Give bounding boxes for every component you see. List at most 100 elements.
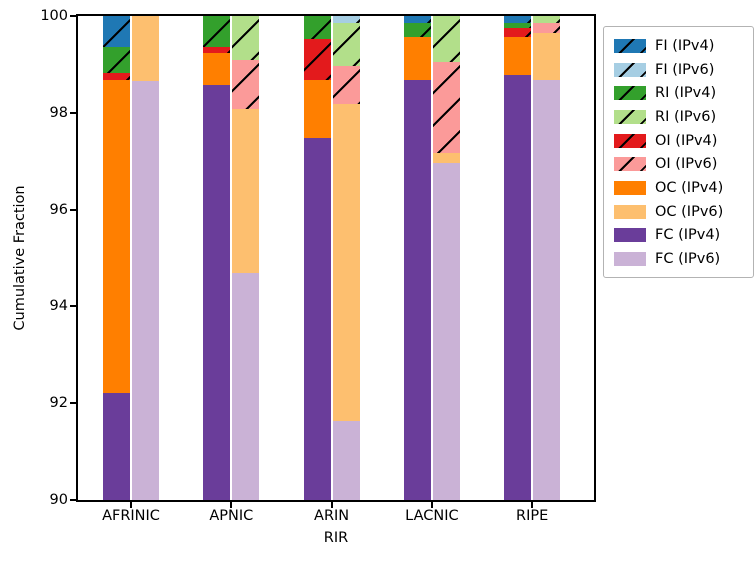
legend-row-fc-ipv4-: FC (IPv4) <box>614 224 749 248</box>
legend-swatch-fc-ipv6- <box>614 252 646 267</box>
segment-lacnic-ipv6-fc <box>432 162 460 500</box>
bar-arin-ipv6 <box>332 16 360 500</box>
segment-ripe-ipv4-fc <box>504 74 532 500</box>
legend-swatch-fi-ipv4- <box>614 38 646 53</box>
legend-swatch-oc-ipv6- <box>614 204 646 219</box>
segment-apnic-ipv6-oi <box>232 60 260 109</box>
segment-arin-ipv4-fc <box>303 138 331 500</box>
legend-swatch-fc-ipv4- <box>614 228 646 243</box>
segment-arin-ipv4-ri <box>303 16 331 39</box>
segment-apnic-ipv6-fc <box>232 273 260 500</box>
segment-apnic-ipv4-fc <box>203 84 231 500</box>
legend-swatch-oi-ipv6- <box>614 157 646 172</box>
xtick-label-lacnic: LACNIC <box>405 508 459 524</box>
ytick-mark-98 <box>70 111 76 114</box>
bar-apnic-ipv6 <box>232 16 260 500</box>
xtick-label-ripe: RIPE <box>516 508 549 524</box>
segment-ripe-ipv6-fc <box>533 79 561 500</box>
ytick-label-96: 96 <box>49 201 68 218</box>
xtick-label-afrinic: AFRINIC <box>102 508 160 524</box>
ytick-label-94: 94 <box>49 298 68 315</box>
segment-lacnic-ipv6-oc <box>432 153 460 163</box>
ytick-label-90: 90 <box>49 492 68 508</box>
legend: FI (IPv4) FI (IPv6) RI (IPv4) RI (IPv6) OI (… <box>603 26 754 278</box>
segment-apnic-ipv4-ri <box>203 16 231 47</box>
y-axis-label: Cumulative Fraction <box>12 185 28 331</box>
segment-afrinic-ipv6-oc <box>132 16 159 82</box>
bar-afrinic-ipv4 <box>103 16 130 500</box>
segment-afrinic-ipv4-fc <box>103 392 130 500</box>
legend-label-fi-ipv6-: FI (IPv6) <box>655 61 715 78</box>
segment-ripe-ipv6-ri <box>533 16 561 24</box>
ytick-label-100: 100 <box>40 8 68 24</box>
x-axis-label: RIR <box>323 530 349 546</box>
bar-ripe-ipv6 <box>533 16 561 500</box>
legend-rows: FI (IPv4) FI (IPv6) RI (IPv4) RI (IPv6) OI (… <box>614 34 749 271</box>
legend-swatch-fi-ipv6- <box>614 62 646 77</box>
segment-arin-ipv6-ri <box>332 22 360 67</box>
segment-afrinic-ipv6-fc <box>132 81 159 500</box>
legend-label-fc-ipv4-: FC (IPv4) <box>655 227 721 244</box>
bar-apnic-ipv4 <box>203 16 231 500</box>
segment-arin-ipv6-oc <box>332 104 360 421</box>
segment-arin-ipv6-fc <box>332 420 360 500</box>
ytick-mark-90 <box>70 499 76 501</box>
legend-label-oi-ipv4-: OI (IPv4) <box>655 132 718 149</box>
segment-apnic-ipv6-ri <box>232 16 260 61</box>
segment-lacnic-ipv6-ri <box>432 16 460 62</box>
legend-row-oc-ipv6-: OC (IPv6) <box>614 200 749 224</box>
segment-ripe-ipv4-oc <box>504 36 532 75</box>
segment-lacnic-ipv4-oc <box>403 36 431 80</box>
legend-row-fi-ipv4-: FI (IPv4) <box>614 34 749 58</box>
xtick-mark-ripe <box>531 502 534 508</box>
legend-label-oi-ipv6-: OI (IPv6) <box>655 156 718 173</box>
bar-afrinic-ipv6 <box>132 16 159 500</box>
segment-afrinic-ipv4-ri <box>103 46 130 74</box>
legend-label-ri-ipv6-: RI (IPv6) <box>655 108 717 125</box>
legend-row-oc-ipv4-: OC (IPv4) <box>614 176 749 200</box>
legend-swatch-ri-ipv6- <box>614 109 646 124</box>
segment-afrinic-ipv4-fi <box>103 16 130 47</box>
segment-ripe-ipv4-ri <box>504 22 532 28</box>
ytick-mark-92 <box>70 402 76 405</box>
xtick-mark-apnic <box>230 502 233 508</box>
segment-lacnic-ipv6-oi <box>432 61 460 154</box>
ytick-mark-100 <box>70 15 76 17</box>
segment-lacnic-ipv4-fi <box>403 16 431 24</box>
ytick-label-92: 92 <box>49 395 68 412</box>
legend-label-fc-ipv6-: FC (IPv6) <box>655 251 721 268</box>
legend-row-ri-ipv4-: RI (IPv4) <box>614 81 749 105</box>
legend-label-oc-ipv6-: OC (IPv6) <box>655 203 724 220</box>
segment-afrinic-ipv4-oi <box>103 73 130 80</box>
xtick-mark-arin <box>330 502 333 508</box>
segment-ripe-ipv6-oi <box>533 23 561 34</box>
ytick-mark-94 <box>70 305 76 308</box>
segment-afrinic-ipv4-oc <box>103 79 130 393</box>
legend-swatch-oc-ipv4- <box>614 180 646 195</box>
segment-apnic-ipv6-oc <box>232 108 260 274</box>
segment-lacnic-ipv4-ri <box>403 23 431 37</box>
legend-label-fi-ipv4-: FI (IPv4) <box>655 37 715 54</box>
bar-arin-ipv4 <box>303 16 331 500</box>
legend-row-ri-ipv6-: RI (IPv6) <box>614 105 749 129</box>
legend-swatch-ri-ipv4- <box>614 86 646 101</box>
segment-arin-ipv6-fi <box>332 16 360 23</box>
legend-row-fc-ipv6-: FC (IPv6) <box>614 247 749 271</box>
legend-label-ri-ipv4-: RI (IPv4) <box>655 85 717 102</box>
segment-ripe-ipv6-oc <box>533 33 561 80</box>
legend-row-oi-ipv6-: OI (IPv6) <box>614 152 749 176</box>
xtick-label-arin: ARIN <box>314 508 350 524</box>
legend-row-fi-ipv6-: FI (IPv6) <box>614 58 749 82</box>
bar-lacnic-ipv4 <box>403 16 431 500</box>
segment-arin-ipv6-oi <box>332 66 360 105</box>
segment-apnic-ipv4-oi <box>203 46 231 53</box>
legend-label-oc-ipv4-: OC (IPv4) <box>655 179 724 196</box>
xtick-label-apnic: APNIC <box>209 508 254 524</box>
segment-ripe-ipv4-oi <box>504 27 532 37</box>
segment-arin-ipv4-oc <box>303 79 331 139</box>
xtick-mark-afrinic <box>130 502 132 508</box>
ytick-mark-96 <box>70 208 76 211</box>
xtick-mark-lacnic <box>430 502 433 508</box>
bar-ripe-ipv4 <box>504 16 532 500</box>
